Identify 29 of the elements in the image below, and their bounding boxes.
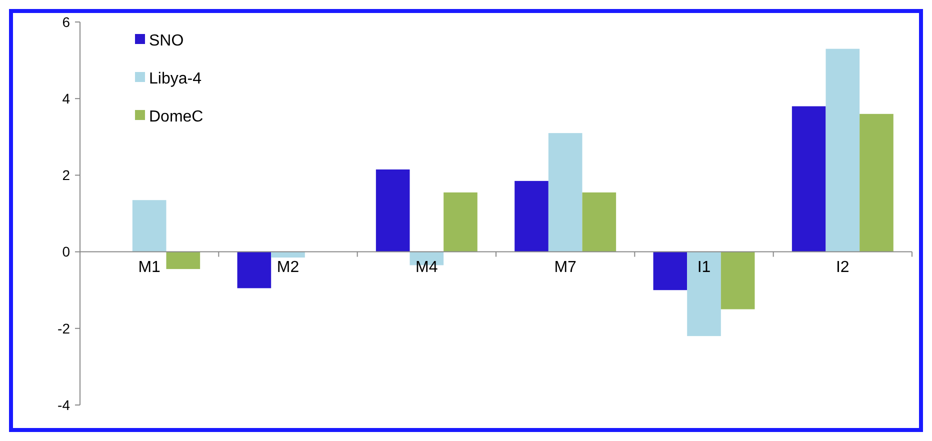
y-tick-label: -4 [58, 396, 70, 413]
legend-label: DomeC [149, 108, 204, 126]
x-tick-label: I1 [697, 258, 711, 276]
bar [687, 252, 721, 336]
bar [166, 252, 200, 270]
bar [720, 252, 755, 310]
y-tick-label: 2 [62, 167, 70, 184]
bar [653, 252, 688, 290]
x-tick-label: I2 [836, 258, 850, 276]
bar [548, 133, 582, 252]
y-tick-label: 4 [62, 90, 70, 106]
bar [514, 180, 548, 252]
bar [826, 48, 860, 252]
y-tick-label: 6 [62, 14, 70, 30]
x-tick-label: M7 [554, 258, 577, 276]
legend-label: Libya-4 [149, 70, 202, 88]
legend-label: SNO [149, 32, 184, 50]
y-tick-label: -2 [58, 320, 70, 336]
bar [860, 114, 894, 252]
bar [582, 192, 616, 252]
bar [444, 192, 478, 252]
bar [132, 200, 166, 252]
bar [237, 252, 272, 288]
y-tick-label: 0 [62, 244, 70, 260]
bar [792, 106, 826, 252]
bar [376, 169, 410, 252]
x-tick-label: M1 [138, 258, 161, 276]
x-tick-label: M2 [276, 258, 300, 276]
x-tick-label: M4 [416, 258, 438, 276]
